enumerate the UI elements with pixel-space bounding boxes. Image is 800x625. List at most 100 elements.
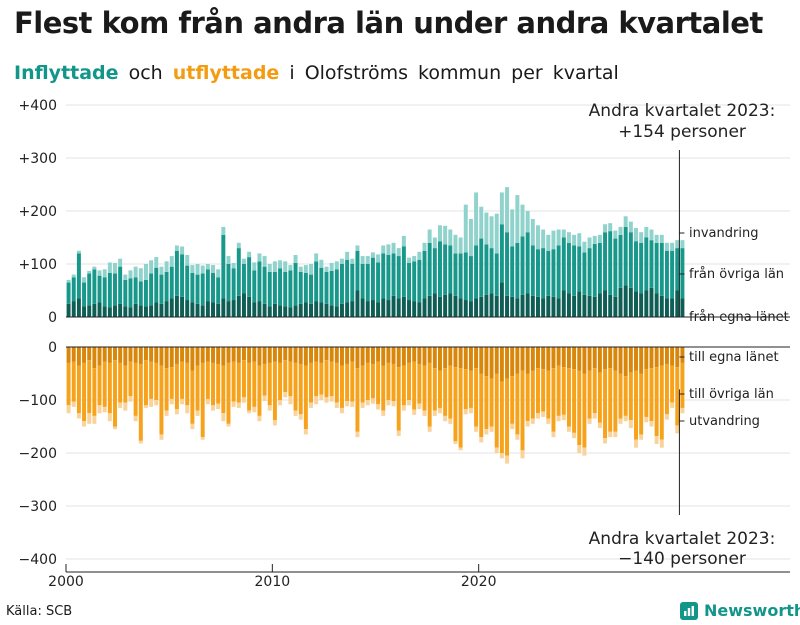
- bar-out-segment: [262, 347, 267, 364]
- bar-out-segment: [613, 347, 618, 371]
- bar-out-segment: [236, 347, 241, 363]
- bar-in-segment: [278, 268, 283, 306]
- bar-in-segment: [530, 245, 535, 296]
- bar-in-segment: [572, 295, 577, 317]
- bar-out-segment: [680, 407, 685, 414]
- bar-in-segment: [195, 303, 200, 317]
- bar-out-segment: [463, 369, 468, 410]
- bar-out-segment: [484, 376, 489, 430]
- bar-in-segment: [211, 273, 215, 303]
- bar-in-segment: [613, 296, 618, 317]
- bar-in-segment: [231, 268, 236, 301]
- bar-in-segment: [211, 265, 215, 274]
- bar-in-segment: [432, 237, 437, 249]
- bar-out-segment: [520, 347, 525, 371]
- bar-in-segment: [386, 244, 391, 255]
- bar-out-segment: [582, 347, 587, 374]
- bar-in-segment: [561, 290, 566, 317]
- bar-out-segment: [236, 362, 241, 403]
- bar-in-segment: [401, 296, 406, 317]
- bar-in-segment: [448, 229, 453, 246]
- bar-in-segment: [422, 298, 427, 317]
- bar-in-segment: [376, 262, 381, 303]
- bar-in-segment: [561, 229, 566, 238]
- bar-in-segment: [468, 301, 473, 317]
- bar-in-segment: [164, 271, 169, 302]
- bar-out-segment: [489, 426, 494, 432]
- bar-out-segment: [226, 347, 231, 363]
- bar-out-segment: [97, 405, 102, 414]
- bar-in-segment: [154, 302, 159, 317]
- bar-out-segment: [272, 420, 277, 426]
- bar-out-segment: [350, 347, 355, 362]
- labels: +400 +300 +200 +100 0 0 −100 −200 −300 −400 2000 20…: [19, 98, 789, 590]
- bar-out-segment: [365, 400, 370, 406]
- bars-inflyttade: [66, 187, 685, 317]
- bar-out-segment: [190, 423, 195, 430]
- bar-out-segment: [541, 347, 546, 370]
- bar-out-segment: [288, 396, 293, 405]
- newsworthy-logo-icon: [680, 601, 698, 620]
- bar-in-segment: [66, 279, 71, 283]
- bar-in-segment: [664, 298, 669, 317]
- bar-out-segment: [66, 362, 71, 406]
- bar-in-segment: [164, 301, 169, 317]
- bar-in-segment: [221, 234, 226, 299]
- bar-out-segment: [76, 413, 81, 419]
- bar-out-segment: [185, 405, 190, 414]
- legend-in-label: invandring: [689, 226, 758, 241]
- bar-in-segment: [587, 248, 592, 296]
- bar-out-segment: [608, 347, 613, 369]
- bar-in-segment: [154, 257, 159, 268]
- bar-in-segment: [309, 274, 313, 304]
- bar-out-segment: [293, 347, 298, 363]
- bar-out-segment: [339, 407, 344, 414]
- bar-out-segment: [180, 361, 185, 399]
- bar-in-segment: [644, 226, 649, 238]
- y-tick-label: −300: [19, 499, 57, 515]
- bar-in-segment: [205, 264, 210, 270]
- bar-out-segment: [92, 415, 97, 424]
- bar-out-segment: [572, 347, 577, 370]
- bar-in-segment: [515, 242, 520, 299]
- bar-out-segment: [592, 347, 597, 369]
- bar-in-segment: [561, 237, 566, 291]
- bar-in-segment: [659, 295, 664, 317]
- annotation-in-line2: +154 personer: [618, 122, 746, 142]
- bar-out-segment: [623, 415, 628, 422]
- bar-out-segment: [113, 426, 117, 430]
- bar-in-segment: [365, 256, 370, 264]
- bar-out-segment: [278, 400, 283, 406]
- bar-out-segment: [541, 411, 546, 417]
- bar-in-segment: [102, 277, 107, 307]
- bar-in-segment: [71, 274, 76, 278]
- bar-in-segment: [267, 306, 272, 317]
- bar-out-segment: [675, 367, 680, 426]
- bar-out-segment: [412, 409, 417, 415]
- bar-out-segment: [628, 420, 633, 429]
- bar-in-segment: [107, 262, 112, 274]
- bar-out-segment: [376, 347, 381, 362]
- bar-in-segment: [463, 252, 468, 301]
- bar-out-segment: [180, 347, 185, 362]
- bar-in-segment: [484, 294, 489, 317]
- brand-logo[interactable]: Newsworthy: [680, 601, 800, 620]
- bar-in-segment: [649, 240, 654, 288]
- bar-in-segment: [541, 229, 546, 249]
- bar-out-segment: [154, 362, 159, 400]
- bar-out-segment: [623, 347, 628, 377]
- bar-in-segment: [298, 271, 303, 304]
- bar-out-segment: [510, 347, 515, 377]
- subtitle-och: och: [128, 62, 163, 84]
- bar-in-segment: [536, 249, 540, 297]
- bar-out-segment: [143, 347, 148, 361]
- bar-out-segment: [536, 368, 540, 414]
- legend-in-label: från övriga län: [689, 267, 784, 282]
- bar-out-segment: [221, 413, 226, 422]
- bar-in-segment: [66, 282, 71, 304]
- bar-out-segment: [474, 368, 479, 427]
- bar-in-segment: [128, 270, 133, 279]
- bar-out-segment: [432, 347, 437, 369]
- bar-out-segment: [664, 363, 669, 415]
- bar-in-segment: [680, 240, 685, 249]
